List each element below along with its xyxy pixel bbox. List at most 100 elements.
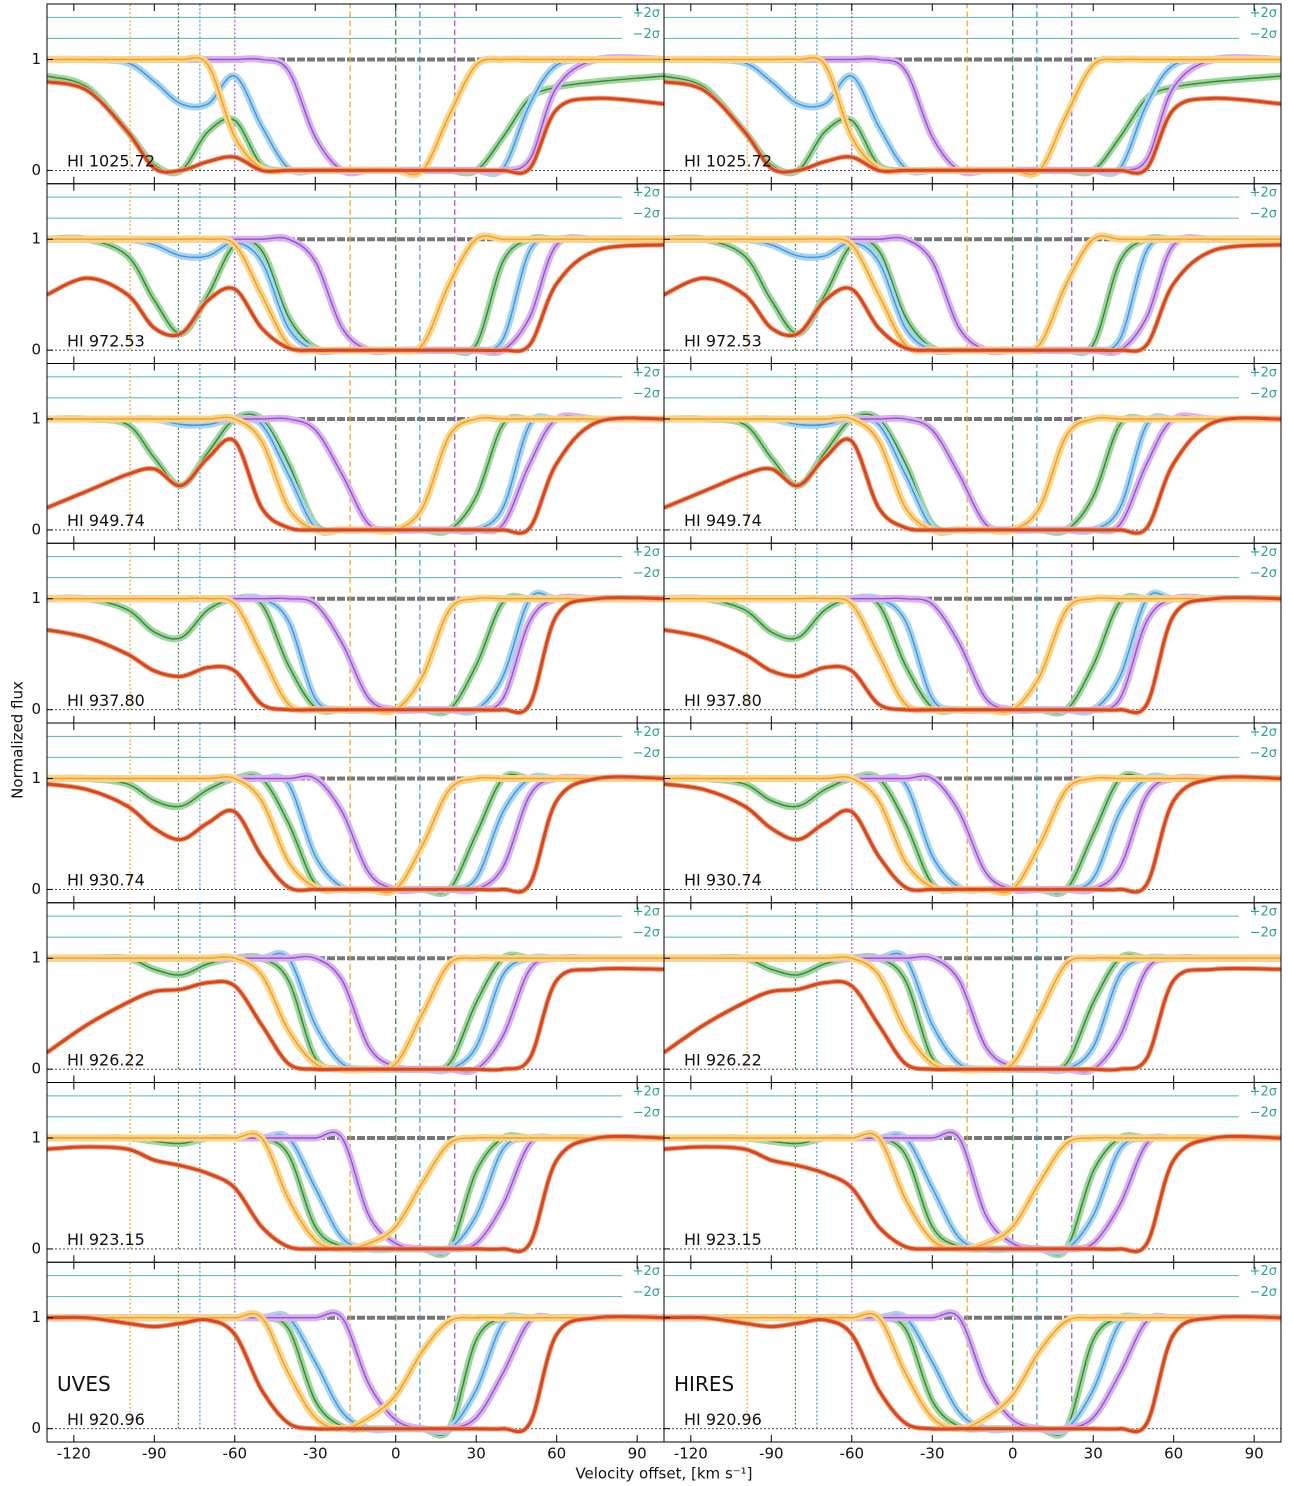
panel-content <box>664 4 1281 178</box>
x-tick-label: 30 <box>467 1445 486 1463</box>
x-tick-label: -30 <box>303 1445 328 1463</box>
x-tick-label: -90 <box>759 1445 784 1463</box>
sigma-label: −2σ <box>633 27 660 42</box>
sigma-label: +2σ <box>633 725 660 740</box>
x-tick-label: -90 <box>142 1445 167 1463</box>
total-model <box>664 80 1281 175</box>
sigma-label: +2σ <box>633 365 660 380</box>
panel: +2σ −2σ 0 1 HI 923.15 <box>31 1082 665 1263</box>
total-model <box>664 1134 1281 1253</box>
panel: +2σ −2σ HI 937.80 <box>663 542 1282 724</box>
panel: +2σ −2σ HI 972.53 <box>663 183 1282 364</box>
transition-label: HI 937.80 <box>67 691 145 710</box>
instrument-label: UVES <box>57 1372 111 1396</box>
x-tick-label: 0 <box>1008 1445 1018 1463</box>
sigma-label: +2σ <box>633 905 660 920</box>
y-tick-label: 1 <box>31 769 41 787</box>
sigma-label: +2σ <box>1250 1264 1277 1279</box>
y-tick-label: 1 <box>31 949 41 967</box>
y-tick-label: 0 <box>31 520 41 538</box>
transition-label: HI 1025.72 <box>67 152 155 171</box>
total-model <box>47 243 664 353</box>
x-tick-label: 0 <box>391 1445 401 1463</box>
sigma-label: +2σ <box>1250 905 1277 920</box>
panel-content <box>664 543 1281 717</box>
transition-label: HI 923.15 <box>67 1230 145 1249</box>
x-tick-label: -120 <box>57 1445 91 1463</box>
total-model <box>47 1315 664 1434</box>
transition-label: HI 926.22 <box>684 1050 762 1069</box>
total-model <box>664 416 1281 535</box>
y-tick-label: 0 <box>31 161 41 179</box>
sigma-label: +2σ <box>1250 186 1277 201</box>
sigma-label: +2σ <box>1250 6 1277 21</box>
panel-content <box>664 363 1281 536</box>
transition-label: HI 926.22 <box>67 1050 145 1069</box>
instrument-label: HIRES <box>674 1372 734 1396</box>
sigma-label: −2σ <box>1250 926 1277 941</box>
transition-label: HI 949.74 <box>684 511 762 530</box>
transition-label: HI 930.74 <box>684 871 762 890</box>
panel: +2σ −2σ 0 1 HI 1025.72 <box>31 3 665 185</box>
sigma-label: −2σ <box>1250 386 1277 401</box>
panel-content <box>664 902 1281 1076</box>
total-model <box>47 416 664 535</box>
sigma-label: +2σ <box>633 545 660 560</box>
total-model <box>664 1315 1281 1434</box>
transition-label: HI 937.80 <box>684 691 762 710</box>
panel: +2σ −2σ 0 1 -120 -90 -60 -30 0 30 60 90 HI 920.96 UVE… <box>31 1261 665 1463</box>
panel: +2σ −2σ HI 930.74 <box>663 722 1282 904</box>
total-model <box>47 967 664 1072</box>
panel: +2σ −2σ 0 1 HI 930.74 <box>31 722 665 904</box>
total-model <box>47 80 664 175</box>
x-tick-label: 60 <box>1164 1445 1183 1463</box>
y-tick-label: 1 <box>31 589 41 607</box>
y-axis-label: Normalized flux <box>9 681 27 799</box>
panel-content <box>47 1082 664 1259</box>
sigma-label: −2σ <box>1250 207 1277 222</box>
sigma-label: −2σ <box>1250 566 1277 581</box>
total-model <box>47 1134 664 1253</box>
sigma-label: +2σ <box>1250 725 1277 740</box>
sigma-label: −2σ <box>633 926 660 941</box>
panel-content <box>664 1082 1281 1259</box>
transition-label: HI 923.15 <box>684 1230 762 1249</box>
panel-content <box>47 4 664 178</box>
y-tick-label: 0 <box>31 700 41 718</box>
panel-content <box>664 183 1281 357</box>
x-tick-label: 90 <box>1245 1445 1264 1463</box>
y-tick-label: 1 <box>31 1128 41 1146</box>
total-model <box>47 596 664 715</box>
sigma-label: +2σ <box>1250 545 1277 560</box>
panel: +2σ −2σ 0 1 HI 949.74 <box>31 363 665 544</box>
y-tick-label: 0 <box>31 880 41 898</box>
transition-label: HI 949.74 <box>67 511 145 530</box>
sigma-label: −2σ <box>1250 1285 1277 1300</box>
sigma-label: +2σ <box>1250 1084 1277 1099</box>
transition-label: HI 930.74 <box>67 871 145 890</box>
x-tick-label: -30 <box>920 1445 945 1463</box>
panel: +2σ −2σ -120 -90 -60 -30 0 30 60 90 HI 920.96 HIRES <box>663 1261 1282 1463</box>
x-tick-label: -60 <box>840 1445 865 1463</box>
total-model <box>664 243 1281 353</box>
sigma-label: −2σ <box>633 207 660 222</box>
x-axis-label: Velocity offset, [km s⁻¹] <box>575 1465 752 1483</box>
x-tick-label: 30 <box>1084 1445 1103 1463</box>
panel: +2σ −2σ 0 1 HI 926.22 <box>31 902 665 1083</box>
y-tick-label: 1 <box>31 230 41 248</box>
panel: +2σ −2σ 0 1 HI 972.53 <box>31 183 665 364</box>
total-model <box>47 775 664 894</box>
panel: +2σ −2σ HI 923.15 <box>663 1082 1282 1263</box>
total-model <box>664 596 1281 715</box>
sigma-label: +2σ <box>633 1264 660 1279</box>
panel: +2σ −2σ HI 926.22 <box>663 902 1282 1083</box>
panel-content <box>47 1262 664 1439</box>
sigma-label: −2σ <box>633 746 660 761</box>
sigma-label: +2σ <box>633 186 660 201</box>
sigma-label: −2σ <box>1250 1105 1277 1120</box>
panel-content <box>47 543 664 717</box>
sigma-label: +2σ <box>1250 365 1277 380</box>
x-tick-label: -120 <box>674 1445 708 1463</box>
total-model <box>664 775 1281 894</box>
